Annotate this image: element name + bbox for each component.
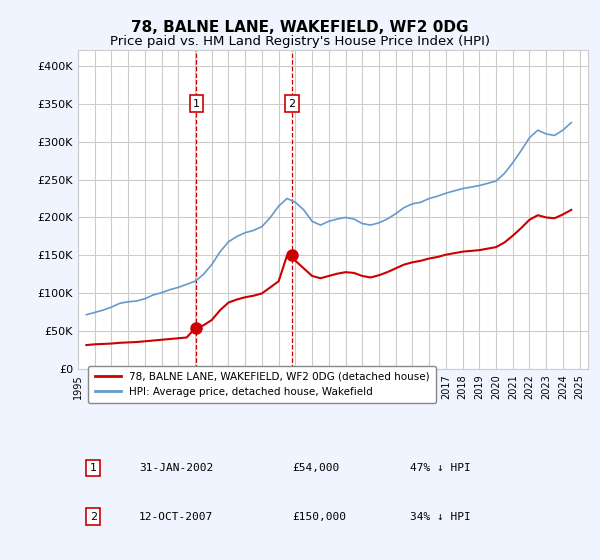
Text: 34% ↓ HPI: 34% ↓ HPI	[409, 511, 470, 521]
Text: 31-JAN-2002: 31-JAN-2002	[139, 463, 214, 473]
Text: 12-OCT-2007: 12-OCT-2007	[139, 511, 214, 521]
Text: 1: 1	[90, 463, 97, 473]
Text: 78, BALNE LANE, WAKEFIELD, WF2 0DG: 78, BALNE LANE, WAKEFIELD, WF2 0DG	[131, 20, 469, 35]
Text: 2: 2	[289, 99, 295, 109]
Text: 2: 2	[90, 511, 97, 521]
Text: 47% ↓ HPI: 47% ↓ HPI	[409, 463, 470, 473]
Text: £54,000: £54,000	[292, 463, 340, 473]
Legend: 78, BALNE LANE, WAKEFIELD, WF2 0DG (detached house), HPI: Average price, detache: 78, BALNE LANE, WAKEFIELD, WF2 0DG (deta…	[88, 366, 436, 403]
Text: 1: 1	[193, 99, 200, 109]
Text: £150,000: £150,000	[292, 511, 346, 521]
Text: Price paid vs. HM Land Registry's House Price Index (HPI): Price paid vs. HM Land Registry's House …	[110, 35, 490, 48]
